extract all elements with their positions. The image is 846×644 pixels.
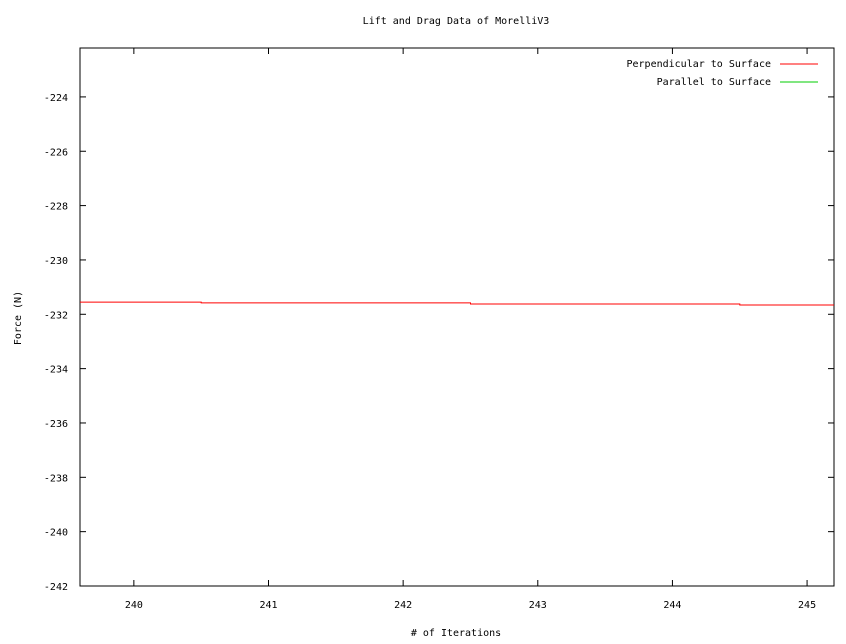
x-axis: 240 241 242 243 244 245: [125, 48, 816, 611]
y-tick-label: -236: [44, 419, 68, 430]
x-axis-label: # of Iterations: [411, 628, 501, 639]
y-tick-label: -224: [44, 93, 68, 104]
y-tick-label: -240: [44, 528, 68, 539]
x-tick-label: 244: [663, 600, 681, 611]
chart-title: Lift and Drag Data of MorelliV3: [363, 16, 550, 27]
plot-frame: [79, 47, 835, 587]
y-tick-label: -232: [44, 310, 68, 321]
legend-label: Perpendicular to Surface: [627, 59, 772, 70]
series-line-0: [80, 301, 834, 306]
y-tick-label: -238: [44, 473, 68, 484]
legend-label: Parallel to Surface: [657, 77, 771, 88]
legend: Perpendicular to Surface Parallel to Surf…: [627, 59, 818, 88]
y-tick-label: -230: [44, 256, 68, 267]
series-layer: [80, 301, 834, 306]
x-tick-label: 245: [798, 600, 816, 611]
y-tick-label: -226: [44, 147, 68, 158]
y-tick-label: -242: [44, 582, 68, 593]
x-tick-label: 242: [394, 600, 412, 611]
x-tick-label: 240: [125, 600, 143, 611]
y-tick-label: -234: [44, 365, 68, 376]
y-axis-label: Force (N): [13, 291, 24, 345]
x-tick-label: 243: [529, 600, 547, 611]
x-tick-label: 241: [259, 600, 277, 611]
y-tick-label: -228: [44, 202, 68, 213]
y-axis: -224 -226 -228 -230 -232 -234 -236 -238 -240 -242: [44, 93, 834, 593]
